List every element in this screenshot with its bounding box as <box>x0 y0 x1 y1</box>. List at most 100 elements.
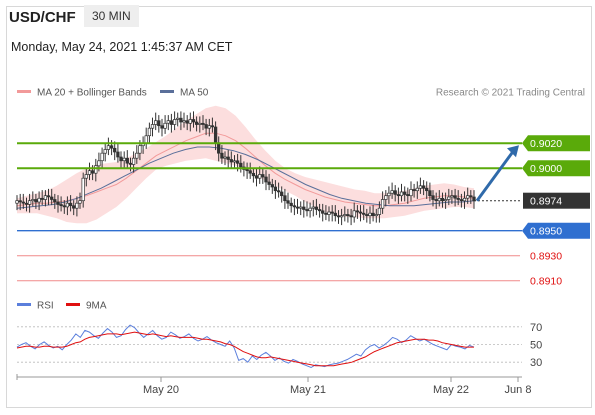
candle-body <box>40 197 44 200</box>
candle-body <box>235 160 240 164</box>
candle-body <box>415 187 419 192</box>
candle-body <box>50 196 54 200</box>
rsi-ma-line <box>16 331 474 367</box>
candle-body <box>166 120 170 124</box>
candle-body <box>412 189 416 192</box>
candle-body <box>97 160 101 167</box>
current-price-label: 0.8974 <box>530 196 562 208</box>
x-tick-label: May 21 <box>290 384 326 396</box>
candle-body <box>239 162 243 168</box>
candle-body <box>273 186 278 192</box>
resistance-tag <box>522 160 590 177</box>
candle-body <box>204 124 208 129</box>
candle-body <box>81 177 85 202</box>
candle-body <box>339 215 344 218</box>
forecast-arrow-head <box>507 145 519 158</box>
candle-body <box>144 135 148 144</box>
candle-body <box>78 200 82 204</box>
ma20-legend-label: MA 20 + Bollinger Bands <box>37 88 147 99</box>
current-price-tag <box>523 192 590 209</box>
candle-body <box>280 191 284 197</box>
candle-body <box>459 199 464 202</box>
candle-body <box>53 199 57 203</box>
rsi-tick-label: 70 <box>530 322 542 334</box>
candle-body <box>201 122 205 125</box>
support-label: 0.8910 <box>530 276 562 288</box>
candle-body <box>311 206 315 209</box>
support-label: 0.8930 <box>530 251 562 263</box>
candle-body <box>327 211 331 215</box>
candle-body <box>119 156 123 162</box>
candle-body <box>384 195 388 200</box>
candle-body <box>68 202 73 207</box>
ma50-line <box>16 146 475 209</box>
candle-body <box>377 207 382 215</box>
candle-body <box>27 200 32 205</box>
resistance-label: 0.9000 <box>530 163 562 175</box>
rsi-tick-label: 50 <box>530 340 542 352</box>
candle-body <box>194 121 199 125</box>
candle-body <box>15 200 19 204</box>
candle-body <box>207 125 211 129</box>
candle-body <box>147 127 152 137</box>
rsi-legend-swatch <box>17 303 31 306</box>
candle-body <box>283 195 287 202</box>
candle-body <box>21 201 25 204</box>
candle-body <box>393 190 397 195</box>
candle-body <box>428 190 432 197</box>
ma20-legend-swatch <box>17 90 31 93</box>
candle-body <box>94 165 98 174</box>
candle-body <box>346 214 350 217</box>
x-tick-label: Jun 8 <box>505 384 532 396</box>
candle-body <box>229 159 233 163</box>
candle-body <box>355 210 360 213</box>
candle-body <box>396 194 401 197</box>
candle-body <box>343 214 347 217</box>
rsi-ma-legend-label: 9MA <box>86 301 107 312</box>
candle-body <box>330 211 334 214</box>
candle-body <box>154 120 158 125</box>
candle-body <box>65 202 70 208</box>
candle-body <box>308 207 312 212</box>
candle-body <box>150 124 155 129</box>
candle-body <box>462 197 467 202</box>
candle-body <box>198 122 202 125</box>
pivot-label: 0.8950 <box>530 226 562 238</box>
candle-body <box>358 211 363 214</box>
candle-body <box>333 212 337 217</box>
candle-body <box>258 174 262 179</box>
candle-body <box>46 195 51 198</box>
candle-body <box>267 181 271 185</box>
candle-body <box>103 149 107 154</box>
candle-body <box>232 160 237 163</box>
candle-body <box>125 157 129 164</box>
candle-body <box>374 214 378 217</box>
resistance-label: 0.9020 <box>530 138 562 150</box>
candle-body <box>56 201 60 205</box>
candle-body <box>264 176 268 183</box>
rsi-line <box>16 324 475 369</box>
candle-body <box>399 191 404 197</box>
candle-body <box>251 172 256 177</box>
candle-body <box>226 156 230 160</box>
candle-body <box>210 125 215 128</box>
candle-body <box>176 117 180 120</box>
candle-body <box>72 205 76 209</box>
ma20-line <box>16 132 475 207</box>
candle-body <box>421 185 426 189</box>
candle-body <box>418 185 423 189</box>
candle-body <box>116 151 120 158</box>
candle-body <box>270 184 274 188</box>
candle-body <box>443 199 448 202</box>
candle-body <box>191 119 196 123</box>
x-tick-label: May 22 <box>433 384 469 396</box>
candle-body <box>109 145 114 149</box>
candle-body <box>87 170 92 175</box>
candle-body <box>469 195 473 198</box>
candle-body <box>299 206 303 209</box>
candle-body <box>100 152 104 162</box>
timeframe-badge[interactable]: 30 MIN <box>84 5 139 27</box>
candle-body <box>24 202 29 205</box>
rsi-panel: 70 50 30 <box>16 322 542 369</box>
